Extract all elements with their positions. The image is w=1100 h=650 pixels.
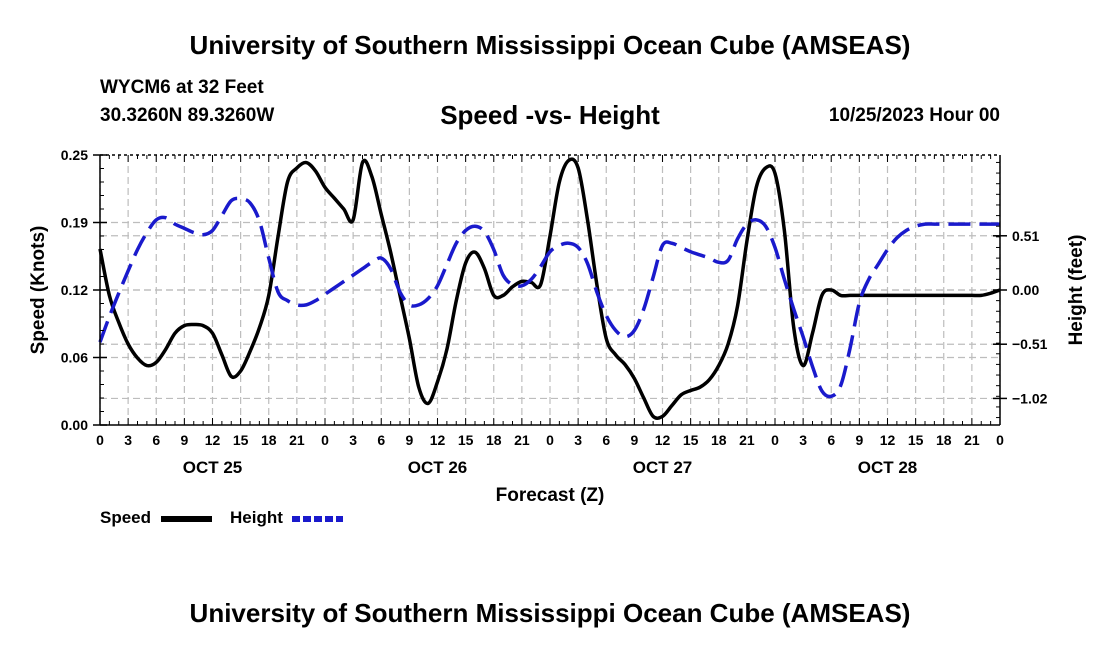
y-right-axis-title: Height (feet) — [1066, 235, 1087, 346]
series-lines — [98, 157, 1001, 420]
legend-speed-label: Speed — [100, 508, 152, 527]
chart-subtitle: Speed -vs- Height — [440, 100, 660, 130]
x-tick-label: 3 — [124, 432, 132, 448]
x-tick-label: 0 — [546, 432, 554, 448]
x-tick-label: 3 — [799, 432, 807, 448]
date-label: OCT 26 — [408, 458, 468, 477]
x-tick-label: 12 — [655, 432, 671, 448]
x-tick-label: 18 — [711, 432, 727, 448]
y-right-tick-label: 0.51 — [1012, 228, 1039, 244]
x-tick-label: 3 — [349, 432, 357, 448]
legend-speed-swatch — [161, 516, 212, 522]
y-left-tick-label: 0.12 — [61, 282, 88, 298]
x-tick-label: 6 — [827, 432, 835, 448]
x-tick-label: 9 — [180, 432, 188, 448]
axes: 0 3 6 9 12 15 18 21 0 3 6 9 12 15 18 21 0 3 6 9 12 15 18 21 0 3 6 9… — [28, 147, 1087, 506]
x-tick-label: 9 — [405, 432, 413, 448]
forecast-datetime: 10/25/2023 Hour 00 — [828, 105, 1000, 126]
x-axis-title: Forecast (Z) — [496, 485, 605, 506]
station-label: WYCM6 at 32 Feet — [100, 77, 264, 98]
y-right-tick-label: −1.02 — [1012, 390, 1048, 406]
x-tick-label: 0 — [771, 432, 779, 448]
x-tick-label: 0 — [996, 432, 1004, 448]
y-right-tick-label: −0.51 — [1012, 336, 1048, 352]
speed-height-chart: 0 3 6 9 12 15 18 21 0 3 6 9 12 15 18 21 0 3 6 9 12 15 18 21 0 3 6 9… — [28, 147, 1087, 506]
date-label: OCT 25 — [183, 458, 243, 477]
x-tick-label: 18 — [261, 432, 277, 448]
x-tick-label: 6 — [602, 432, 610, 448]
x-tick-label: 3 — [574, 432, 582, 448]
x-tick-label: 18 — [486, 432, 502, 448]
legend-height-label: Height — [230, 508, 283, 527]
x-tick-label: 21 — [964, 432, 980, 448]
x-tick-label: 12 — [430, 432, 446, 448]
date-label: OCT 28 — [858, 458, 918, 477]
y-right-tick-label: 0.00 — [1012, 282, 1039, 298]
x-tick-label: 0 — [96, 432, 104, 448]
x-tick-label: 12 — [880, 432, 896, 448]
x-tick-label: 12 — [205, 432, 221, 448]
legend-height-swatch — [292, 516, 343, 522]
x-tick-label: 15 — [908, 432, 924, 448]
x-tick-label: 6 — [152, 432, 160, 448]
x-tick-label: 21 — [739, 432, 755, 448]
x-tick-label: 15 — [233, 432, 249, 448]
footer-title: University of Southern Mississippi Ocean… — [189, 598, 911, 628]
x-tick-label: 21 — [289, 432, 305, 448]
series-line-height — [98, 196, 1000, 399]
station-coordinates: 30.3260N 89.3260W — [100, 105, 275, 126]
x-tick-label: 6 — [377, 432, 385, 448]
x-tick-label: 9 — [855, 432, 863, 448]
series-line-speed — [98, 157, 1001, 420]
x-tick-label: 9 — [630, 432, 638, 448]
date-label: OCT 27 — [633, 458, 693, 477]
y-left-tick-label: 0.19 — [61, 215, 88, 231]
x-tick-label: 15 — [458, 432, 474, 448]
x-tick-label: 0 — [321, 432, 329, 448]
y-left-tick-label: 0.06 — [61, 350, 88, 366]
y-left-tick-label: 0.25 — [61, 147, 88, 163]
x-tick-label: 21 — [514, 432, 530, 448]
chart-main-title: University of Southern Mississippi Ocean… — [189, 30, 911, 60]
x-tick-label: 18 — [936, 432, 952, 448]
y-left-tick-label: 0.00 — [61, 417, 88, 433]
x-tick-label: 15 — [683, 432, 699, 448]
y-left-axis-title: Speed (Knots) — [28, 226, 49, 355]
